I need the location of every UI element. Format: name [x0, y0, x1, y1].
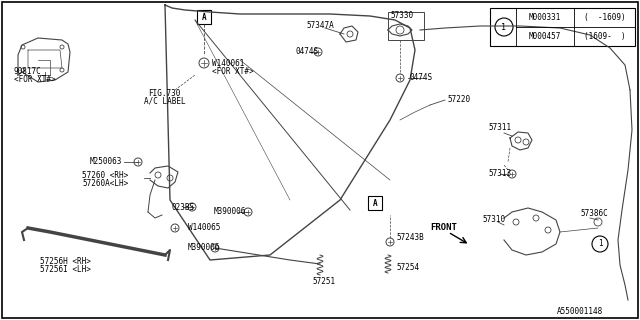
- FancyBboxPatch shape: [388, 12, 424, 40]
- Text: 57347A: 57347A: [306, 20, 333, 29]
- FancyBboxPatch shape: [368, 196, 382, 210]
- Text: <FOR XT#>: <FOR XT#>: [212, 67, 253, 76]
- Text: 1: 1: [598, 239, 602, 249]
- Text: (  -1609): ( -1609): [584, 13, 626, 22]
- Text: 57313: 57313: [488, 170, 511, 179]
- Bar: [490, 8, 635, 46]
- Text: 0474S: 0474S: [295, 47, 318, 57]
- Text: M250063: M250063: [90, 157, 122, 166]
- Text: M000331: M000331: [529, 13, 561, 22]
- Text: A: A: [202, 12, 206, 21]
- Text: W140065: W140065: [188, 223, 220, 233]
- Text: 57256I <LH>: 57256I <LH>: [40, 266, 91, 275]
- Text: 57251: 57251: [312, 277, 335, 286]
- Text: 1: 1: [502, 22, 506, 31]
- Text: A550001148: A550001148: [557, 308, 603, 316]
- Text: 023BS: 023BS: [172, 203, 195, 212]
- Text: A/C LABEL: A/C LABEL: [144, 97, 186, 106]
- Text: FIG.730: FIG.730: [148, 89, 180, 98]
- Text: M390006: M390006: [188, 244, 220, 252]
- Text: 57310: 57310: [482, 215, 505, 225]
- Text: <FOR XT#>: <FOR XT#>: [14, 76, 56, 84]
- Text: M390006: M390006: [214, 207, 246, 217]
- FancyBboxPatch shape: [197, 10, 211, 24]
- Text: 57220: 57220: [447, 95, 470, 105]
- Text: 57256H <RH>: 57256H <RH>: [40, 258, 91, 267]
- Text: A: A: [372, 198, 378, 207]
- Text: 57311: 57311: [488, 124, 511, 132]
- Text: FRONT: FRONT: [430, 223, 457, 233]
- Text: M000457: M000457: [529, 32, 561, 41]
- Text: 57260A<LH>: 57260A<LH>: [82, 179, 128, 188]
- Text: (1609-  ): (1609- ): [584, 32, 626, 41]
- Text: 57254: 57254: [396, 263, 419, 273]
- Text: 0474S: 0474S: [410, 74, 433, 83]
- Text: 57260 <RH>: 57260 <RH>: [82, 171, 128, 180]
- Text: 57330: 57330: [390, 11, 413, 20]
- Text: 90817C: 90817C: [14, 68, 42, 76]
- Text: 57243B: 57243B: [396, 234, 424, 243]
- Text: W140061: W140061: [212, 59, 244, 68]
- Text: 57386C: 57386C: [580, 209, 608, 218]
